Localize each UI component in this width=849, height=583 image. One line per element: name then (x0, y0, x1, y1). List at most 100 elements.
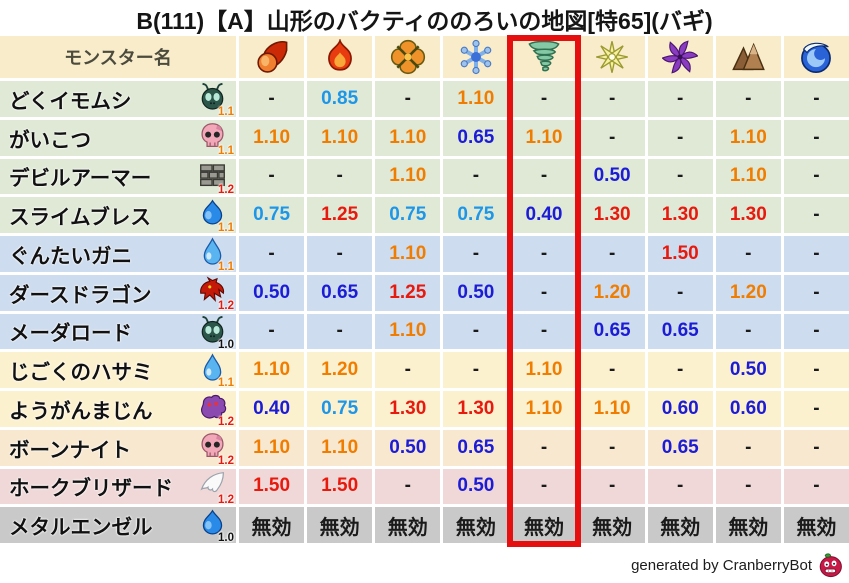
resistance-value-cell: - (239, 81, 305, 117)
resistance-value-cell: 0.50 (715, 352, 781, 388)
element-column-header (239, 36, 305, 78)
resistance-value-cell: - (579, 119, 645, 156)
resistance-value-cell: - (307, 313, 373, 350)
resistance-value-cell: 1.10 (511, 391, 577, 427)
resistance-value-cell: 0.65 (443, 429, 509, 466)
resistance-value-cell: 1.10 (579, 391, 645, 427)
resistance-value-cell: - (579, 352, 645, 388)
monster-name-cell: ダースドラゴン 1.2 (0, 274, 236, 311)
resistance-value-cell: 0.50 (579, 158, 645, 195)
resistance-value-cell: - (579, 468, 645, 505)
monster-name: ホークブリザード (9, 477, 173, 501)
resistance-value-cell: 1.10 (443, 81, 509, 117)
resistance-value-cell: 0.75 (443, 197, 509, 233)
family-multiplier: 1.0 (218, 532, 234, 543)
element-column-header (443, 36, 509, 78)
resistance-value-cell: 0.65 (307, 274, 373, 311)
resistance-value-cell: - (443, 158, 509, 195)
resistance-value-cell: 1.30 (443, 391, 509, 427)
skull-icon: 1.2 (198, 431, 234, 466)
waterdrop-icon: 1.1 (198, 237, 234, 272)
resistance-value-cell: - (783, 197, 849, 233)
resistance-value-cell: 1.25 (375, 274, 441, 311)
family-multiplier: 1.1 (218, 106, 234, 117)
monster-name: ボーンナイト (9, 438, 131, 462)
flame-icon (322, 39, 358, 75)
fireball-icon (254, 39, 290, 75)
snowflake-icon (458, 39, 494, 75)
resistance-value-cell: 0.85 (307, 81, 373, 117)
resistance-value-cell: - (783, 81, 849, 117)
resistance-value-cell: - (647, 158, 713, 195)
monster-name: メタルエンゼル (9, 516, 153, 540)
resistance-value-cell: - (647, 468, 713, 505)
resistance-value-cell: - (375, 352, 441, 388)
monster-name: どくイモムシ (9, 89, 132, 113)
resistance-value-cell: 0.50 (239, 274, 305, 311)
resistance-value-cell: - (511, 274, 577, 311)
monster-name-cell: メーダロード 1.0 (0, 313, 236, 350)
resistance-value-cell: 無効 (579, 507, 645, 543)
resistance-value-cell: - (511, 313, 577, 350)
element-column-header (647, 36, 713, 78)
bug-icon: 1.1 (198, 82, 234, 117)
explosion-icon (390, 39, 426, 75)
monster-name: スライムブレス (9, 206, 151, 230)
resistance-value-cell: 無効 (715, 507, 781, 543)
resistance-value-cell: - (715, 468, 781, 505)
family-multiplier: 1.1 (218, 377, 234, 388)
resistance-value-cell: 0.50 (443, 468, 509, 505)
resistance-value-cell: 1.10 (375, 313, 441, 350)
wave-icon (798, 39, 834, 75)
slime-icon: 1.0 (198, 508, 234, 543)
monster-name-cell: ボーンナイト 1.2 (0, 429, 236, 466)
element-column-header (715, 36, 781, 78)
resistance-table: モンスター名 どくイモムシ 1.1-0.85-1.10- - - - - がいこつ 1.1 1.1… (0, 36, 849, 543)
resistance-value-cell: - (783, 274, 849, 311)
resistance-value-cell: - (783, 391, 849, 427)
monster-name: がいこつ (9, 128, 91, 152)
monster-name-cell: ホークブリザード 1.2 (0, 468, 236, 505)
element-column-header (307, 36, 373, 78)
resistance-value-cell: - (647, 352, 713, 388)
resistance-value-cell: 1.30 (715, 197, 781, 233)
resistance-value-cell: 1.25 (307, 197, 373, 233)
monster-name-cell: がいこつ 1.1 (0, 119, 236, 156)
resistance-value-cell: 1.20 (715, 274, 781, 311)
resistance-value-cell: 無効 (647, 507, 713, 543)
element-column-header (783, 36, 849, 78)
family-multiplier: 1.2 (218, 493, 234, 505)
resistance-value-cell: 1.10 (715, 119, 781, 156)
monster-name: ダースドラゴン (9, 283, 152, 307)
monster-name-cell: ぐんたいガニ 1.1 (0, 236, 236, 272)
resistance-value-cell: 0.60 (647, 391, 713, 427)
monster-name-cell: じごくのハサミ 1.1 (0, 352, 236, 388)
resistance-value-cell: - (783, 313, 849, 350)
monster-name-cell: ようがんまじん 1.2 (0, 391, 236, 427)
wing-icon: 1.2 (198, 470, 234, 504)
resistance-value-cell: 無効 (783, 507, 849, 543)
resistance-value-cell: - (375, 468, 441, 505)
blob-icon: 1.2 (198, 392, 234, 427)
resistance-value-cell: - (443, 313, 509, 350)
resistance-value-cell: 1.20 (307, 352, 373, 388)
resistance-value-cell: - (783, 236, 849, 272)
waterdrop-icon: 1.1 (198, 353, 234, 388)
element-column-header (579, 36, 645, 78)
resistance-value-cell: 0.50 (443, 274, 509, 311)
footer-credit-text: generated by CranberryBot (631, 556, 812, 574)
resistance-value-cell: - (715, 236, 781, 272)
resistance-value-cell: 1.10 (511, 119, 577, 156)
family-multiplier: 1.0 (218, 338, 234, 350)
resistance-value-cell: 無効 (239, 507, 305, 543)
cranberry-bot-icon (817, 552, 843, 578)
element-column-header (375, 36, 441, 78)
resistance-value-cell: - (511, 468, 577, 505)
resistance-value-cell: - (511, 236, 577, 272)
resistance-value-cell: - (647, 119, 713, 156)
resistance-value-cell: 無効 (375, 507, 441, 543)
resistance-value-cell: 1.20 (579, 274, 645, 311)
resistance-value-cell: 1.10 (511, 352, 577, 388)
family-multiplier: 1.2 (218, 299, 234, 311)
family-multiplier: 1.2 (218, 454, 234, 466)
